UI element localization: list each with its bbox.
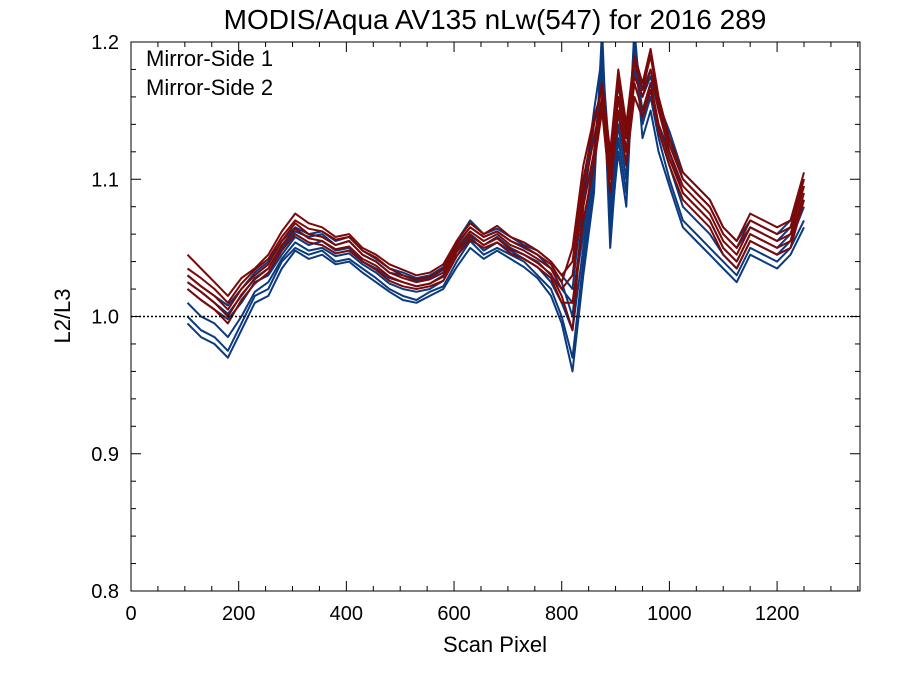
x-tick-label: 1000 bbox=[647, 603, 692, 625]
series-line-mirror-side-2 bbox=[186, 82, 805, 332]
y-tick-label: 1.2 bbox=[91, 32, 119, 54]
series-line-mirror-side-2 bbox=[186, 89, 805, 325]
series-line-mirror-side-2 bbox=[186, 47, 805, 297]
chart-title: MODIS/Aqua AV135 nLw(547) for 2016 289 bbox=[224, 4, 767, 35]
series-line-mirror-side-2 bbox=[186, 54, 805, 304]
y-tick-label: 1.0 bbox=[91, 307, 119, 329]
legend: Mirror-Side 1 Mirror-Side 2 bbox=[146, 46, 273, 100]
x-tick-label: 800 bbox=[545, 603, 578, 625]
series-line-mirror-side-1 bbox=[186, 42, 805, 359]
y-tick-label: 0.9 bbox=[91, 444, 119, 466]
series-line-mirror-side-1 bbox=[186, 42, 805, 373]
x-tick-label: 0 bbox=[125, 603, 136, 625]
plot-frame bbox=[130, 41, 861, 592]
series-line-mirror-side-1 bbox=[186, 54, 805, 321]
series-line-mirror-side-1 bbox=[186, 42, 805, 339]
y-axis-ticks: 0.8 0.9 1.0 1.1 1.2 bbox=[91, 32, 860, 603]
x-tick-label: 600 bbox=[437, 603, 470, 625]
y-tick-label: 0.8 bbox=[91, 581, 119, 603]
series-layer bbox=[186, 42, 805, 373]
x-axis-label: Scan Pixel bbox=[443, 632, 547, 657]
legend-entry-mirror-side-2: Mirror-Side 2 bbox=[146, 75, 273, 100]
y-axis-label: L2/L3 bbox=[50, 288, 75, 343]
y-tick-label: 1.1 bbox=[91, 169, 119, 191]
x-tick-label: 200 bbox=[222, 603, 255, 625]
x-axis-ticks: 0 200 400 600 800 1000 1200 bbox=[125, 42, 859, 625]
legend-entry-mirror-side-1: Mirror-Side 1 bbox=[146, 46, 273, 71]
series-line-mirror-side-2 bbox=[186, 68, 805, 311]
x-tick-label: 1200 bbox=[755, 603, 800, 625]
x-tick-label: 400 bbox=[330, 603, 363, 625]
series-line-mirror-side-1 bbox=[186, 68, 805, 318]
